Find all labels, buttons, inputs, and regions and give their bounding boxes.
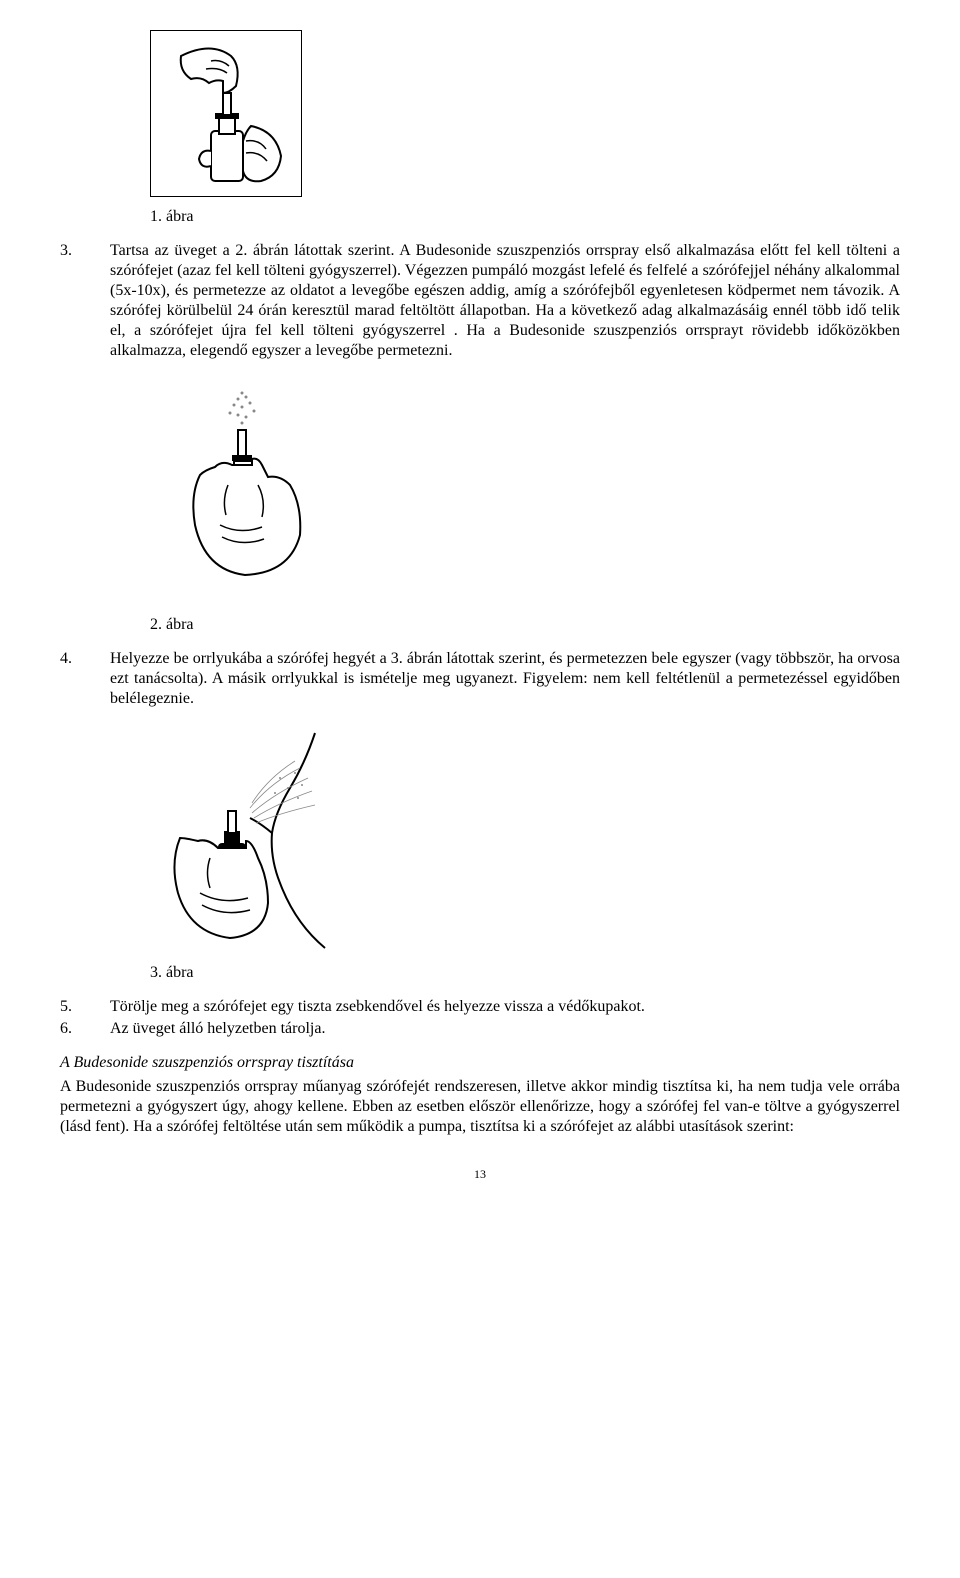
figure-2 xyxy=(150,375,900,605)
figure-2-image xyxy=(150,375,340,605)
item-number: 4. xyxy=(60,649,110,669)
figure-1-caption: 1. ábra xyxy=(150,207,900,227)
instruction-item-5: 5. Törölje meg a szórófejet egy tiszta z… xyxy=(60,997,900,1017)
item-number: 5. xyxy=(60,997,110,1017)
item-number: 6. xyxy=(60,1019,110,1039)
page-number: 13 xyxy=(60,1167,900,1182)
figure-3-image xyxy=(150,723,350,953)
figure-1 xyxy=(150,30,900,197)
item-text: Törölje meg a szórófejet egy tiszta zseb… xyxy=(110,997,900,1017)
figure-3-caption: 3. ábra xyxy=(150,963,900,983)
cleaning-body: A Budesonide szuszpenziós orrspray műany… xyxy=(60,1077,900,1137)
instruction-item-6: 6. Az üveget álló helyzetben tárolja. xyxy=(60,1019,900,1039)
figure-1-image xyxy=(150,30,302,197)
item-text: Az üveget álló helyzetben tárolja. xyxy=(110,1019,900,1039)
figure-2-caption: 2. ábra xyxy=(150,615,900,635)
item-text: Tartsa az üveget a 2. ábrán látottak sze… xyxy=(110,241,900,361)
instruction-item-4: 4. Helyezze be orrlyukába a szórófej heg… xyxy=(60,649,900,709)
instruction-item-3: 3. Tartsa az üveget a 2. ábrán látottak … xyxy=(60,241,900,361)
item-number: 3. xyxy=(60,241,110,261)
figure-3 xyxy=(150,723,900,953)
cleaning-section: A Budesonide szuszpenziós orrspray tiszt… xyxy=(60,1053,900,1137)
item-text: Helyezze be orrlyukába a szórófej hegyét… xyxy=(110,649,900,709)
cleaning-title: A Budesonide szuszpenziós orrspray tiszt… xyxy=(60,1053,900,1073)
